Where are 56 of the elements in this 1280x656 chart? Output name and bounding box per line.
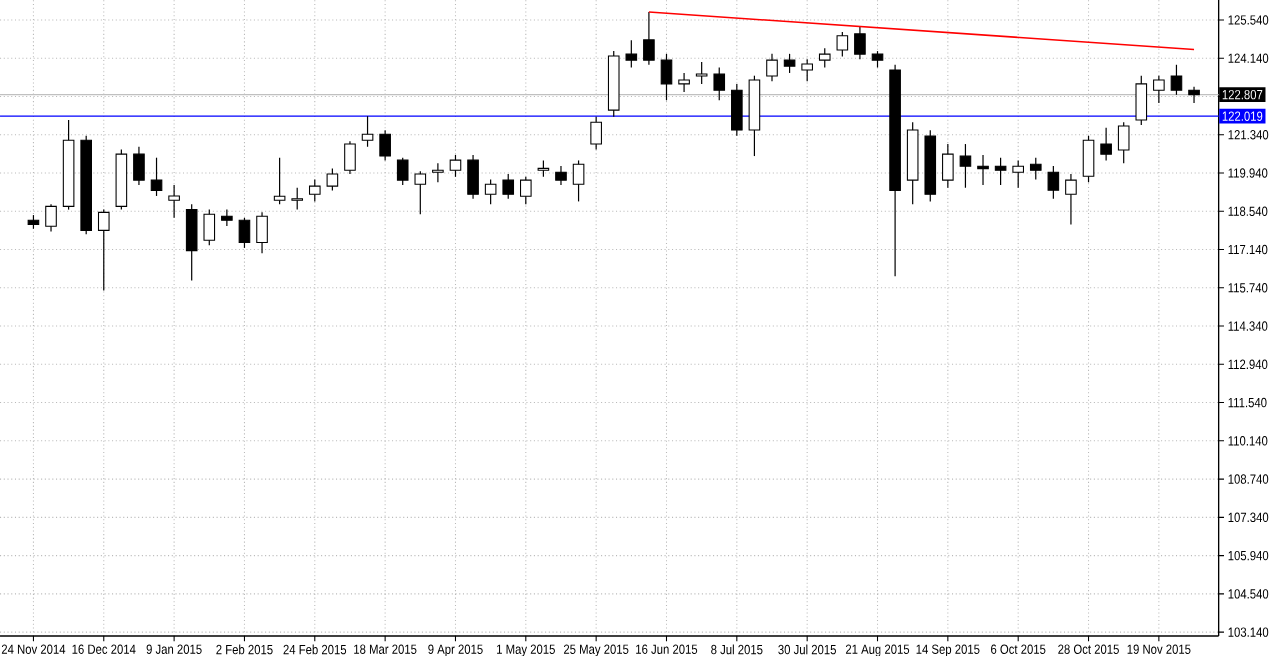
candlestick [818, 47, 831, 69]
candlestick [1047, 165, 1060, 200]
candlestick [1012, 159, 1025, 189]
candlestick [836, 31, 849, 58]
candlestick [1153, 75, 1165, 104]
candlestick [308, 178, 321, 203]
candlestick [291, 187, 304, 211]
candlestick [344, 140, 356, 175]
candlestick [713, 66, 726, 101]
candlestick [432, 162, 444, 183]
candlestick [361, 115, 374, 148]
candlestick [959, 143, 972, 189]
candlestick [45, 203, 57, 233]
candlestick [133, 146, 145, 186]
candlestick [1135, 75, 1148, 126]
candlestick [273, 157, 286, 205]
candlestick [256, 211, 268, 254]
candlestick [221, 209, 233, 227]
candlestick [766, 53, 778, 82]
candlestick [1029, 157, 1042, 181]
candlestick [994, 157, 1007, 186]
candlestick [643, 11, 655, 66]
candlestick [1100, 127, 1112, 162]
candlestick [1170, 64, 1183, 96]
candlestick [1082, 135, 1095, 183]
candlestick [555, 165, 567, 186]
candlestick [854, 25, 866, 60]
candlestick [678, 72, 690, 93]
candlestick [1065, 173, 1077, 225]
candlestick [1188, 86, 1200, 104]
candlestick [660, 53, 673, 101]
candlestick [238, 217, 251, 249]
candlestick [502, 173, 515, 200]
candlestick [590, 116, 602, 151]
candlestick [449, 154, 462, 178]
candlestick [185, 203, 198, 282]
candlestick [379, 129, 391, 162]
candlestick [731, 83, 743, 137]
candlestick [168, 184, 180, 219]
candlestick [396, 157, 409, 186]
candlestick [625, 39, 638, 69]
candlestick [942, 143, 954, 189]
candlestick [695, 61, 708, 85]
candlestick [572, 159, 585, 203]
candlestick [520, 176, 532, 205]
candlestick [467, 154, 479, 200]
candlestick [484, 178, 497, 205]
candlestick [783, 53, 796, 74]
candlestick [801, 58, 813, 82]
candlestick [326, 168, 339, 192]
candlestick [977, 154, 989, 186]
candlestick [150, 157, 163, 197]
candlestick [1117, 121, 1130, 164]
candlestick [414, 170, 427, 215]
candlestick [97, 209, 110, 292]
candlestick [203, 209, 216, 246]
